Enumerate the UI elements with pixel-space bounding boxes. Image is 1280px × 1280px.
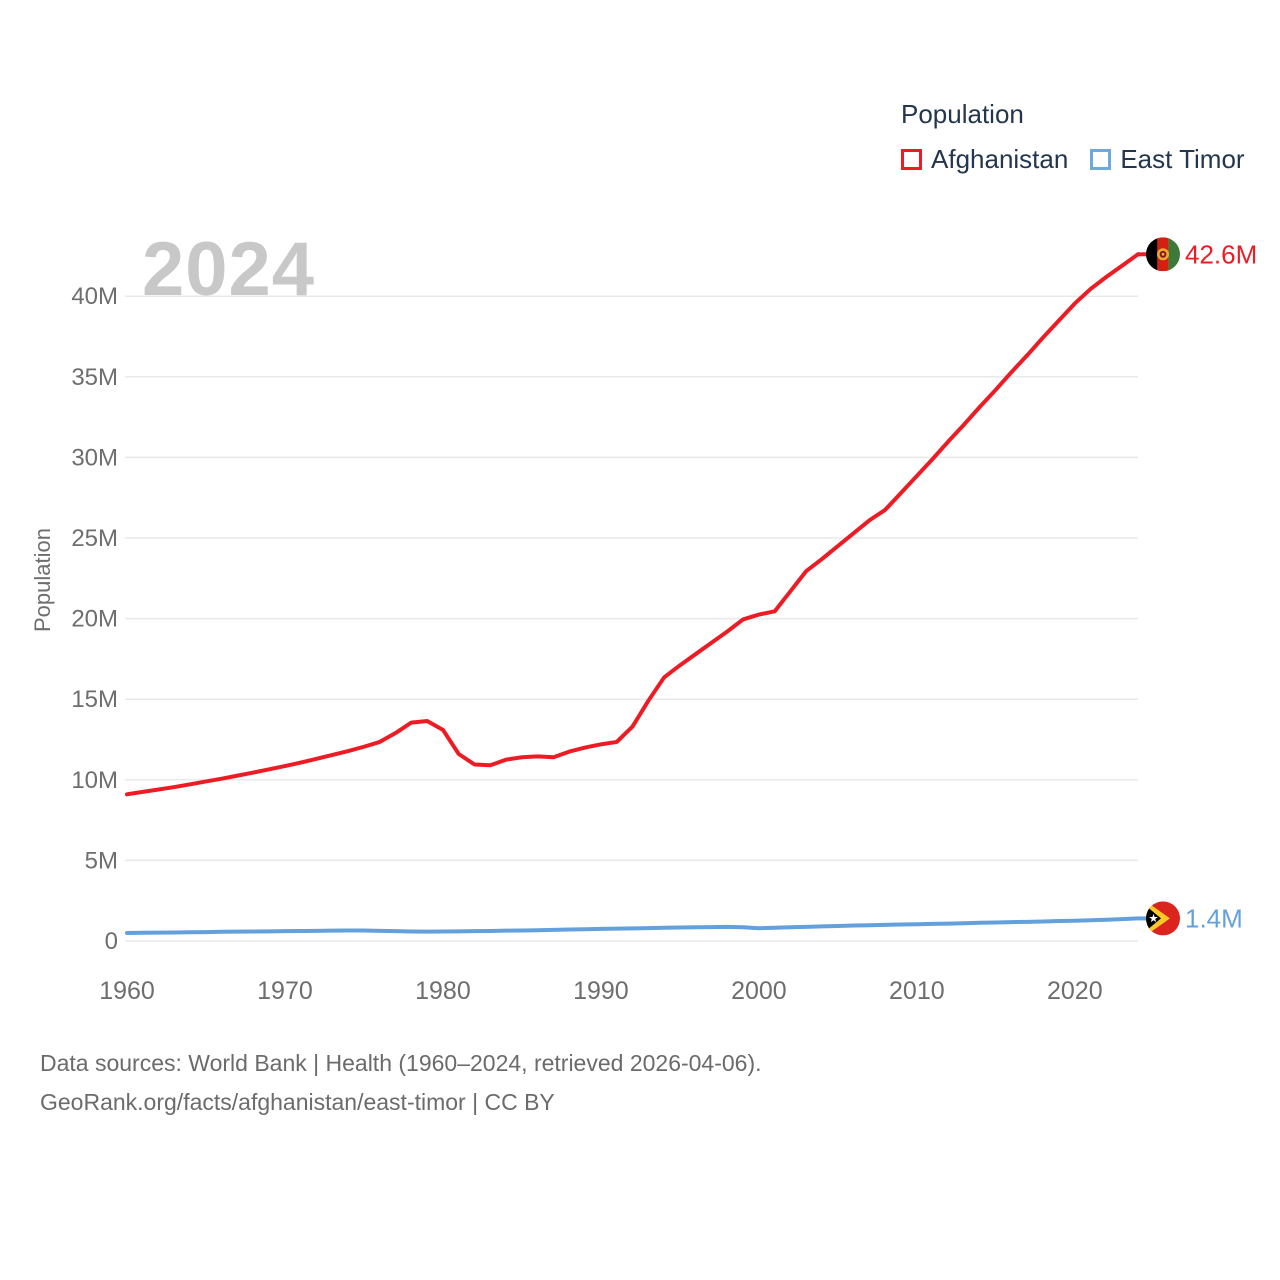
x-axis-tick-label: 1960: [99, 977, 155, 1005]
x-axis-tick-label: 2000: [731, 977, 787, 1005]
y-axis-tick-label: 40M: [71, 283, 118, 310]
legend-item-label: Afghanistan: [931, 144, 1069, 174]
legend-item-east-timor[interactable]: East Timor: [1090, 144, 1245, 175]
x-axis-tick-label: 2010: [889, 977, 945, 1005]
x-axis-tick-label: 1970: [257, 977, 313, 1005]
east-timor-flag-icon: [1146, 901, 1180, 936]
series-line-afghanistan[interactable]: [125, 252, 1140, 797]
y-axis-tick-label: 5M: [85, 847, 118, 874]
legend: Population Afghanistan East Timor: [901, 99, 1245, 175]
y-axis-tick-label: 20M: [71, 606, 118, 633]
series-line-east-timor[interactable]: [125, 916, 1140, 935]
x-axis-labels: 1960 1970 1980 1990 2000 2010 2020: [99, 977, 1102, 1005]
caption: Data sources: World Bank | Health (1960–…: [40, 1044, 762, 1122]
legend-title: Population: [901, 99, 1024, 129]
y-axis-tick-label: 25M: [71, 525, 118, 552]
legend-item-afghanistan[interactable]: Afghanistan: [901, 144, 1068, 175]
gridlines: [125, 295, 1138, 942]
caption-attribution: GeoRank.org/facts/afghanistan/east-timor…: [40, 1089, 555, 1115]
y-axis-tick-label: 10M: [71, 767, 118, 794]
y-axis-tick-label: 30M: [71, 444, 118, 471]
east-timor-swatch-icon: [1090, 149, 1112, 170]
y-axis-labels: 0 5M 10M 15M 20M 25M 30M 35M 40M: [71, 283, 118, 955]
afghanistan-end-value-label: 42.6M: [1185, 239, 1257, 269]
x-axis-tick-label: 2020: [1047, 977, 1103, 1005]
y-axis-tick-label: 0: [105, 928, 118, 955]
x-axis-tick-label: 1980: [415, 977, 471, 1005]
x-axis-tick-label: 1990: [573, 977, 629, 1005]
y-axis-tick-label: 15M: [71, 686, 118, 713]
afghanistan-flag-icon: [1146, 237, 1180, 272]
y-axis-title: Population: [30, 528, 55, 632]
y-axis-tick-label: 35M: [71, 364, 118, 391]
legend-items: Afghanistan East Timor: [901, 144, 1245, 175]
caption-data-sources: Data sources: World Bank | Health (1960–…: [40, 1050, 762, 1076]
legend-item-label: East Timor: [1120, 144, 1245, 174]
afghanistan-swatch-icon: [901, 149, 922, 170]
series-lines: [125, 252, 1150, 935]
east-timor-end-value-label: 1.4M: [1185, 903, 1243, 933]
